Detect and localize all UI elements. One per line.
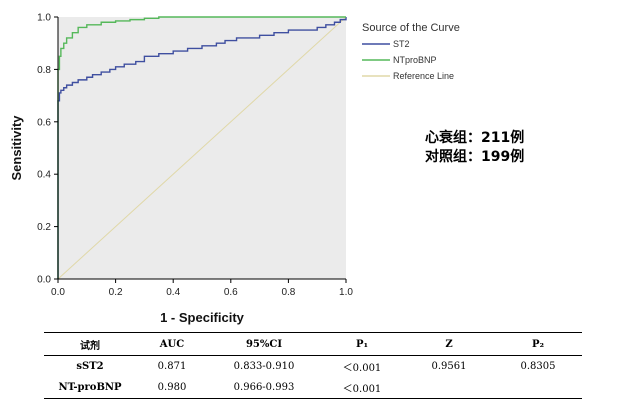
cell-z: 0.9561: [431, 361, 467, 372]
legend-label-ntprobnp: NTproBNP: [393, 55, 437, 65]
y-tick-label: 0.8: [37, 65, 51, 76]
cell-auc: 0.980: [136, 377, 208, 399]
control-group-note: 对照组：199例: [425, 149, 525, 165]
header-auc: AUC: [136, 332, 208, 356]
x-tick-label: 0.2: [109, 287, 123, 298]
y-tick-label: 0.0: [37, 275, 51, 286]
heart-failure-group-note: 心衰组：211例: [425, 130, 525, 146]
cell-reagent: sST2: [76, 361, 104, 372]
series-line-ntprobnp: [57, 16, 346, 279]
legend: ST2 NTproBNP Reference Line: [362, 39, 454, 81]
legend-label-reference-line: Reference Line: [393, 71, 454, 81]
y-axis-title: Sensitivity: [9, 115, 24, 181]
x-tick-label: 0.4: [166, 287, 180, 298]
series-layer: [57, 16, 347, 280]
table-row: NT-proBNP 0.980 0.966-0.993 ＜0.001: [44, 377, 582, 399]
header-p1: P₁: [320, 332, 404, 356]
cell-ci: 0.833-0.910: [233, 361, 295, 372]
table-row: sST2 0.871 0.833-0.910 ＜0.001 0.9561 0.8…: [44, 356, 582, 378]
header-p2: P₂: [494, 332, 582, 356]
cell-auc: 0.871: [157, 361, 187, 372]
y-tick-label: 0.6: [37, 117, 51, 128]
header-z: Z: [404, 332, 494, 356]
tick-layer: 0.0 0.2 0.4 0.6 0.8 1.0 0.0 0.2 0.4 0.6 0.8 1.0: [37, 13, 353, 299]
header-reagent: 试剂: [44, 332, 136, 356]
cell-p1: ＜0.001: [342, 363, 382, 374]
series-line-reference-line: [57, 16, 347, 280]
cell-p2: 0.8305: [520, 361, 556, 372]
x-tick-label: 0.6: [224, 287, 238, 298]
y-tick-label: 1.0: [37, 13, 51, 24]
x-axis-title: 1 - Specificity: [160, 310, 245, 325]
x-tick-label: 0.0: [51, 287, 65, 298]
y-tick-label: 0.4: [37, 170, 51, 181]
legend-label-st2: ST2: [393, 39, 410, 49]
cell-p2: [494, 377, 582, 399]
series-line-st2: [57, 17, 347, 279]
x-tick-label: 1.0: [339, 287, 353, 298]
table-header-row: 试剂 AUC 95%CI P₁ Z P₂: [44, 332, 582, 356]
cell-ci: 0.966-0.993: [208, 377, 320, 399]
cell-p1: ＜0.001: [320, 377, 404, 399]
x-tick-label: 0.8: [281, 287, 295, 298]
legend-title: Source of the Curve: [362, 22, 460, 34]
cell-reagent: NT-proBNP: [44, 377, 136, 399]
y-tick-label: 0.2: [37, 222, 51, 233]
cell-z: [404, 377, 494, 399]
header-ci: 95%CI: [208, 332, 320, 356]
roc-chart: 0.0 0.2 0.4 0.6 0.8 1.0 0.0 0.2 0.4 0.6 0.8 1.0 1 -…: [9, 13, 460, 326]
statistics-table: 试剂 AUC 95%CI P₁ Z P₂ sST2 0.871 0.833-0.…: [44, 332, 582, 399]
